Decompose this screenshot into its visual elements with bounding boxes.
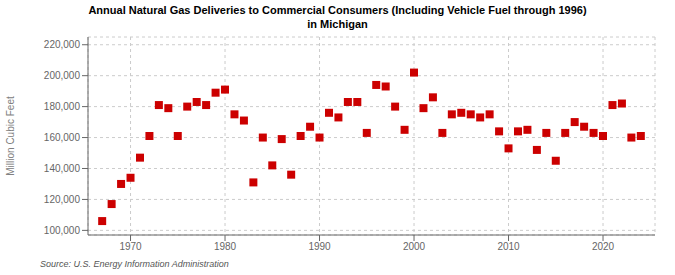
html-text:in Michigan: in Michigan — [307, 18, 368, 30]
svg-text:220,000: 220,000 — [44, 39, 81, 50]
svg-text:2000: 2000 — [403, 241, 426, 252]
svg-text:140,000: 140,000 — [44, 163, 81, 174]
svg-text:2010: 2010 — [497, 241, 520, 252]
svg-text:200,000: 200,000 — [44, 70, 81, 81]
svg-text:Million Cubic Feet: Million Cubic Feet — [8, 96, 16, 176]
svg-text:1990: 1990 — [308, 241, 331, 252]
svg-text:120,000: 120,000 — [44, 194, 81, 205]
svg-text:180,000: 180,000 — [44, 101, 81, 112]
svg-text:100,000: 100,000 — [44, 225, 81, 236]
svg-text:2020: 2020 — [592, 241, 615, 252]
svg-text:160,000: 160,000 — [44, 132, 81, 143]
svg-text:1980: 1980 — [214, 241, 237, 252]
html-text:Annual Natural Gas Deliveries: Annual Natural Gas Deliveries to Commerc… — [88, 4, 587, 16]
svg-text:1970: 1970 — [119, 241, 142, 252]
html-text:Source: U.S. Energy Informatio: Source: U.S. Energy Information Administ… — [40, 259, 229, 269]
